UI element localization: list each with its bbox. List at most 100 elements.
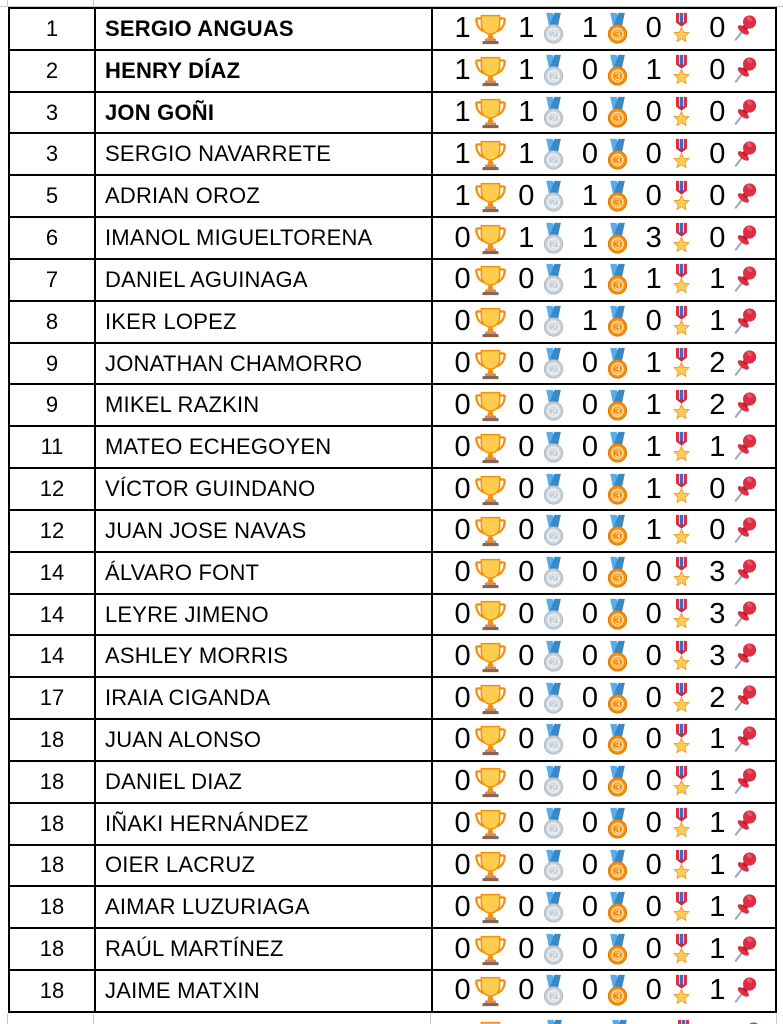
military-medal-icon bbox=[665, 138, 698, 171]
bronze-medal-count-group: 0 bbox=[582, 138, 634, 171]
rank-cell: 14 bbox=[10, 552, 96, 593]
awards-cell: 1 1 1 0 0 bbox=[433, 9, 775, 49]
awards-cell: 0 0 0 1 1 bbox=[433, 427, 775, 467]
pushpin-icon bbox=[728, 12, 761, 45]
table-row: 14 LEYRE JIMENO 0 0 0 0 3 bbox=[10, 594, 775, 637]
pushpin-count: 1 bbox=[709, 848, 726, 881]
trophy-count-group: 0 bbox=[455, 305, 507, 338]
bronze-medal-icon bbox=[601, 640, 634, 673]
awards-cell: 0 0 0 0 1 bbox=[433, 971, 775, 1011]
pushpin-icon bbox=[728, 347, 761, 380]
bronze-medal-icon bbox=[601, 263, 634, 296]
player-name: JUAN ALONSO bbox=[105, 726, 262, 752]
pushpin-count: 1 bbox=[709, 974, 726, 1007]
pushpin-icon bbox=[728, 263, 761, 296]
pushpin-count: 1 bbox=[709, 890, 726, 923]
silver-medal-count: 0 bbox=[518, 890, 535, 923]
trophy-count: 1 bbox=[454, 12, 471, 45]
military-medal-count: 1 bbox=[645, 347, 662, 380]
name-cell: JAIME MATXIN bbox=[96, 971, 433, 1011]
rank-value: 11 bbox=[40, 434, 64, 460]
bronze-medal-count: 0 bbox=[581, 890, 599, 923]
rank-value: 5 bbox=[45, 183, 59, 209]
silver-medal-count: 0 bbox=[518, 514, 535, 547]
trophy-icon bbox=[474, 389, 507, 422]
leaderboard-rows: 1 SERGIO ANGUAS 1 1 1 0 0 bbox=[10, 9, 775, 1011]
rank-cell: 8 bbox=[10, 301, 96, 342]
military-medal-count-group: 1 bbox=[646, 389, 698, 422]
silver-medal-count: 0 bbox=[518, 681, 535, 714]
bronze-medal-count: 0 bbox=[581, 932, 599, 965]
military-medal-icon bbox=[665, 514, 698, 547]
silver-medal-count: 0 bbox=[518, 974, 535, 1007]
trophy-icon bbox=[474, 682, 507, 715]
bronze-medal-icon bbox=[601, 138, 634, 171]
silver-medal-count-group: 0 bbox=[518, 723, 570, 756]
silver-medal-icon bbox=[537, 807, 570, 840]
player-name: DANIEL DIAZ bbox=[105, 768, 243, 794]
silver-medal-icon bbox=[537, 12, 570, 45]
pushpin-count-group: 0 bbox=[709, 12, 761, 45]
trophy-count-group: 0 bbox=[455, 431, 507, 464]
pushpin-count: 1 bbox=[709, 305, 726, 338]
name-cell: VÍCTOR GUINDANO bbox=[96, 469, 433, 509]
bronze-medal-count-group: 0 bbox=[582, 682, 634, 715]
trophy-icon bbox=[474, 807, 507, 840]
trophy-count: 0 bbox=[454, 932, 471, 965]
military-medal-count-group: 1 bbox=[646, 263, 698, 296]
silver-medal-icon bbox=[537, 640, 570, 673]
military-medal-icon bbox=[665, 723, 698, 756]
silver-medal-count-group: 1 bbox=[518, 138, 570, 171]
military-medal-icon bbox=[665, 556, 698, 589]
pushpin-count-group: 2 bbox=[709, 389, 761, 422]
pushpin-count-group: 3 bbox=[709, 556, 761, 589]
trophy-icon bbox=[474, 347, 507, 380]
silver-medal-count: 0 bbox=[518, 347, 535, 380]
player-name: ÁLVARO FONT bbox=[105, 559, 260, 585]
military-medal-count-group: 0 bbox=[646, 305, 698, 338]
pushpin-count-group: 2 bbox=[709, 682, 761, 715]
trophy-icon bbox=[474, 305, 507, 338]
military-medal-icon bbox=[665, 849, 698, 882]
table-row: 18 DANIEL DIAZ 0 0 0 0 1 bbox=[10, 761, 775, 804]
rank-cell: 2 bbox=[10, 50, 96, 91]
pushpin-icon bbox=[728, 933, 761, 966]
pushpin-count: 1 bbox=[709, 807, 726, 840]
pushpin-icon bbox=[728, 180, 761, 213]
trophy-icon bbox=[474, 891, 507, 924]
player-name: MIKEL RAZKIN bbox=[105, 392, 260, 418]
bronze-medal-count: 0 bbox=[581, 848, 599, 881]
trophy-count: 0 bbox=[454, 681, 471, 714]
pushpin-icon bbox=[728, 305, 761, 338]
bronze-medal-count: 0 bbox=[581, 639, 599, 672]
military-medal-count: 1 bbox=[645, 514, 662, 547]
bronze-medal-count-group: 0 bbox=[582, 389, 634, 422]
military-medal-count: 0 bbox=[645, 765, 662, 798]
trophy-count-group: 0 bbox=[455, 389, 507, 422]
bronze-medal-count: 1 bbox=[581, 305, 599, 338]
rank-value: 9 bbox=[45, 350, 59, 376]
bronze-medal-icon bbox=[601, 431, 634, 464]
trophy-count: 0 bbox=[454, 305, 471, 338]
bronze-medal-count-group: 1 bbox=[582, 180, 634, 213]
bronze-medal-count: 1 bbox=[581, 179, 599, 212]
trophy-count-group: 0 bbox=[455, 473, 507, 506]
rank-value: 7 bbox=[45, 266, 59, 292]
trophy-icon bbox=[474, 598, 507, 631]
player-name: SERGIO NAVARRETE bbox=[105, 141, 332, 167]
trophy-count-group: 0 bbox=[455, 849, 507, 882]
pushpin-count: 0 bbox=[709, 514, 726, 547]
gridline-top bbox=[0, 6, 783, 7]
military-medal-count-group: 0 bbox=[646, 765, 698, 798]
silver-medal-count: 1 bbox=[518, 54, 535, 87]
rank-value: 8 bbox=[45, 308, 59, 334]
rank-value: 18 bbox=[39, 936, 65, 962]
silver-medal-count-group: 0 bbox=[518, 765, 570, 798]
trophy-count-group: 1 bbox=[455, 12, 507, 45]
trophy-count: 0 bbox=[454, 472, 471, 505]
bronze-medal-count: 0 bbox=[581, 598, 599, 630]
awards-cell: 0 0 0 0 3 bbox=[433, 636, 775, 676]
rank-value: 1 bbox=[45, 15, 59, 41]
trophy-count-group: 0 bbox=[455, 974, 507, 1007]
silver-medal-icon bbox=[537, 180, 570, 213]
